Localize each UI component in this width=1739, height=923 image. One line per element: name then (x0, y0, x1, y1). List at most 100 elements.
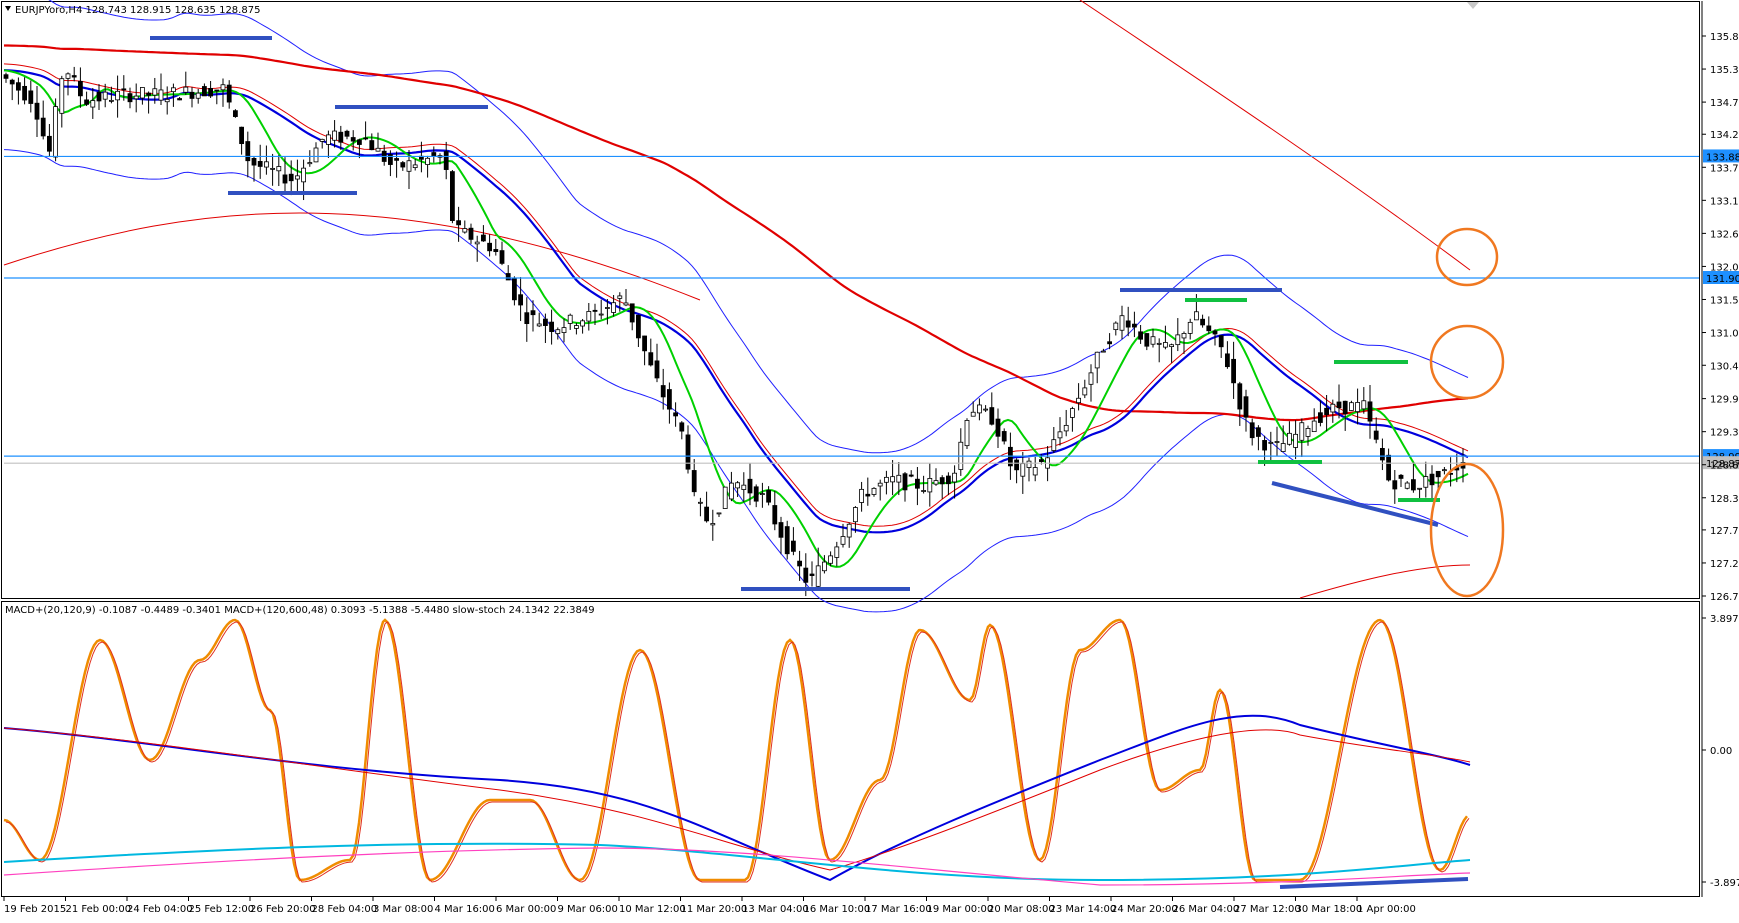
candle-body (766, 489, 771, 503)
candle-body (1225, 353, 1230, 368)
candle-body (1299, 422, 1305, 441)
candle-body (313, 147, 319, 163)
candle-body (1268, 441, 1274, 444)
indicator-tick-label: 3.8973 (1710, 614, 1739, 625)
candle-body (822, 561, 827, 572)
time-tick-label: 17 Mar 16:00 (865, 904, 932, 915)
candle (1429, 465, 1435, 502)
candle (1330, 399, 1336, 423)
candle (834, 541, 840, 567)
price-tick-label: 128.310 (1710, 494, 1739, 505)
candle (530, 300, 536, 332)
price-axis: 135.855 135.315 134.775 134.250 133.710 133.1… (1701, 1, 1739, 897)
candle-body (394, 158, 400, 161)
candle-body (567, 314, 573, 324)
time-tick-label: 13 Mar 04:00 (742, 904, 809, 915)
candle (1218, 335, 1224, 358)
candle-body (474, 241, 480, 245)
candle (772, 490, 778, 531)
candle-body (778, 522, 784, 538)
candle (282, 157, 288, 194)
candle (325, 130, 331, 158)
horizontal-levels[interactable]: 133.887131.901128.991128.875 (4, 149, 1739, 470)
candle-body (356, 139, 362, 145)
candle (741, 472, 747, 503)
candle (747, 463, 753, 506)
candle-body (1442, 469, 1447, 472)
candle (1088, 364, 1094, 402)
price-tick-label: 127.785 (1710, 526, 1739, 537)
candle (1032, 456, 1038, 482)
candle (220, 78, 226, 107)
candle-body (1330, 403, 1336, 413)
candle (71, 66, 77, 82)
candle (425, 155, 431, 178)
candle-body (970, 411, 976, 417)
candle (1299, 418, 1305, 457)
candle-body (189, 91, 195, 99)
candle-body (623, 302, 629, 306)
candle-body (1212, 330, 1218, 335)
candle (970, 401, 976, 417)
candle (195, 88, 201, 104)
price-tick-label: 134.250 (1710, 130, 1739, 141)
candle-body (1119, 315, 1125, 331)
candlesticks[interactable] (3, 66, 1466, 597)
time-tick-label: 20 Mar 08:00 (988, 904, 1055, 915)
candle-body (530, 310, 536, 316)
candle-body (722, 486, 728, 509)
candle-body (667, 389, 672, 410)
price-tick-label: 132.630 (1710, 229, 1739, 240)
macd-slow-line (3, 842, 1471, 882)
candle-body (1429, 473, 1435, 486)
candle (778, 516, 784, 555)
candle (164, 86, 170, 115)
bollinger-upper (48, 0, 1469, 454)
candle-body (1380, 448, 1385, 461)
candle-body (332, 130, 338, 141)
candle-body (363, 137, 369, 140)
candle-body (1237, 383, 1243, 410)
candle-body (1342, 400, 1348, 415)
candle (753, 484, 759, 508)
envelope-lower-left (3, 212, 701, 301)
candle-body (834, 546, 840, 558)
candle (1144, 333, 1150, 351)
indicator-tick-label: 0.00 (1710, 746, 1732, 757)
candle-body (660, 385, 666, 398)
candle (524, 297, 530, 342)
envelope-lower-right (1299, 564, 1471, 599)
candle (1150, 328, 1156, 348)
annotation-circle (1429, 462, 1505, 598)
candle (1274, 426, 1280, 456)
candle-body (350, 137, 356, 142)
candle-body (158, 89, 164, 101)
candle (121, 75, 127, 101)
candle (226, 80, 232, 109)
candle (15, 77, 21, 105)
candle (518, 277, 523, 322)
time-tick-label: 27 Mar 12:00 (1234, 904, 1301, 915)
time-tick-label: 19 Mar 00:00 (927, 904, 994, 915)
candle (1175, 318, 1181, 352)
candle (146, 91, 152, 114)
candle (34, 85, 40, 138)
candle (784, 520, 790, 560)
scroll-marker-icon[interactable] (1467, 2, 1479, 9)
candle-body (747, 478, 753, 494)
candle (660, 368, 666, 410)
candle (729, 471, 734, 502)
drawn-annotations[interactable] (150, 36, 1505, 889)
candle (487, 234, 493, 257)
candle-body (146, 92, 152, 96)
candle (375, 132, 381, 152)
candle (493, 239, 499, 256)
candle (1194, 294, 1199, 321)
chart-menu-icon[interactable] (5, 6, 11, 11)
candle (629, 303, 635, 331)
candle-body (1101, 350, 1106, 353)
candle (1355, 388, 1360, 425)
candle (623, 289, 629, 307)
